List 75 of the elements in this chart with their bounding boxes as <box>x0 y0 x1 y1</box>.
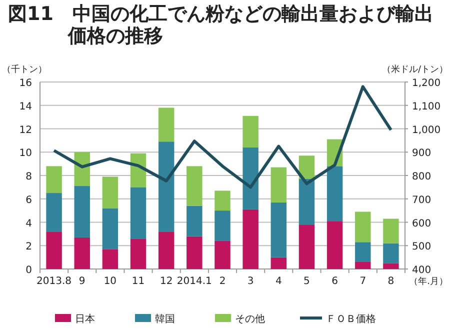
y-tick-label: 10 <box>19 148 32 160</box>
legend-label: 韓国 <box>155 313 175 325</box>
y-tick-label: 8 <box>26 172 32 182</box>
bar <box>214 240 230 269</box>
bar <box>242 209 258 269</box>
bar <box>102 208 118 250</box>
title: 図11 中国の化工でん粉などの輸出量および輸出価格の推移 <box>8 3 434 47</box>
bar <box>158 142 174 232</box>
x-tick-label: 4 <box>275 276 282 287</box>
bar <box>102 176 118 208</box>
y2-axis-title: （米ドル/トン） <box>382 64 448 75</box>
bar <box>355 212 371 242</box>
x-tick-label: 10 <box>104 276 117 287</box>
bar <box>186 166 202 206</box>
x-tick-label: 12 <box>160 276 173 287</box>
bar <box>46 232 62 269</box>
bar <box>298 224 315 269</box>
bar <box>355 242 371 262</box>
y2-tick-label: 500 <box>412 242 432 253</box>
legend-label: その他 <box>235 313 265 325</box>
bar <box>242 147 258 210</box>
legend-label: ＦＯＢ価格 <box>326 313 376 325</box>
y2-tick-label: 600 <box>412 218 432 230</box>
x-tick-label: 8 <box>388 276 394 287</box>
bar <box>214 190 230 211</box>
y2-tick-label: 1,100 <box>412 101 441 112</box>
bar <box>186 236 202 269</box>
y2-tick-label: 400 <box>412 265 432 276</box>
bar <box>270 167 287 202</box>
bar <box>186 206 202 236</box>
bar <box>355 262 371 269</box>
bar <box>383 243 399 264</box>
bar <box>383 263 399 269</box>
y2-tick-label: 900 <box>412 148 432 160</box>
y-tick-label: 6 <box>26 194 32 206</box>
bar <box>298 179 315 225</box>
bar <box>326 221 343 269</box>
y2-tick-label: 700 <box>412 194 432 206</box>
bar <box>158 108 174 142</box>
x-tick-label: 5 <box>304 276 310 287</box>
y2-tick-label: 1,200 <box>412 78 441 89</box>
bar <box>158 232 174 269</box>
bar <box>270 257 287 269</box>
bar <box>326 166 343 222</box>
x-axis-title: （年.月） <box>409 276 448 287</box>
x-tick-label: 2014.1 <box>176 276 212 287</box>
x-tick-label: 2 <box>219 276 226 287</box>
x-tick-label: 11 <box>132 276 145 287</box>
bar <box>383 218 399 244</box>
bar <box>74 186 90 238</box>
bar <box>298 156 315 180</box>
y-tick-label: 2 <box>26 242 32 253</box>
x-tick-label: 9 <box>78 276 86 287</box>
bar <box>214 210 230 241</box>
bar <box>46 166 62 194</box>
bar <box>46 193 62 232</box>
bar <box>74 237 90 269</box>
bar <box>130 187 146 239</box>
y-tick-label: 14 <box>19 101 32 112</box>
y-tick-label: 12 <box>19 124 32 136</box>
bar <box>102 249 118 269</box>
y-tick-label: 4 <box>26 218 32 230</box>
legend-label: 日本 <box>75 313 95 325</box>
y2-tick-label: 800 <box>412 172 432 182</box>
y-tick-label: 16 <box>19 78 32 89</box>
bar <box>270 202 287 258</box>
bar <box>242 116 258 148</box>
y-axis-title: （千トン） <box>2 64 47 75</box>
y2-tick-label: 1,000 <box>412 124 441 136</box>
x-tick-label: 6 <box>332 276 338 287</box>
bar <box>130 238 146 269</box>
x-tick-label: 3 <box>247 276 254 287</box>
x-tick-label: 7 <box>360 276 366 287</box>
y-tick-label: 0 <box>26 265 32 276</box>
x-tick-label: 2013.8 <box>36 276 72 287</box>
